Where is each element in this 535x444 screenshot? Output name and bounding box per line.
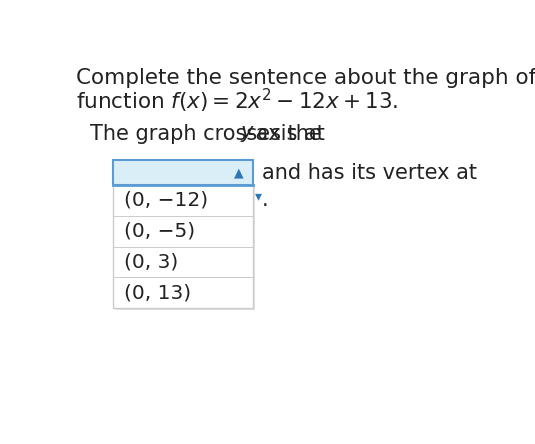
Text: The graph crosses the: The graph crosses the	[90, 124, 328, 144]
Text: $y$: $y$	[240, 124, 256, 144]
Text: (0, 13): (0, 13)	[124, 283, 192, 302]
Text: ▾: ▾	[255, 190, 262, 203]
Text: .: .	[262, 190, 269, 210]
Text: (0, −5): (0, −5)	[124, 222, 195, 241]
Bar	[116, 187, 255, 310]
Text: (0, 3): (0, 3)	[124, 253, 179, 271]
Text: and has its vertex at: and has its vertex at	[262, 163, 477, 182]
Text: -axis at: -axis at	[248, 124, 325, 144]
Text: Complete the sentence about the graph of the: Complete the sentence about the graph of…	[76, 68, 535, 88]
Text: ▲: ▲	[234, 166, 244, 179]
Text: (0, −12): (0, −12)	[124, 191, 208, 210]
Text: function $f(x) = 2x^2 - 12x + 13.$: function $f(x) = 2x^2 - 12x + 13.$	[76, 87, 399, 115]
Bar	[113, 160, 253, 185]
Bar	[113, 185, 253, 308]
